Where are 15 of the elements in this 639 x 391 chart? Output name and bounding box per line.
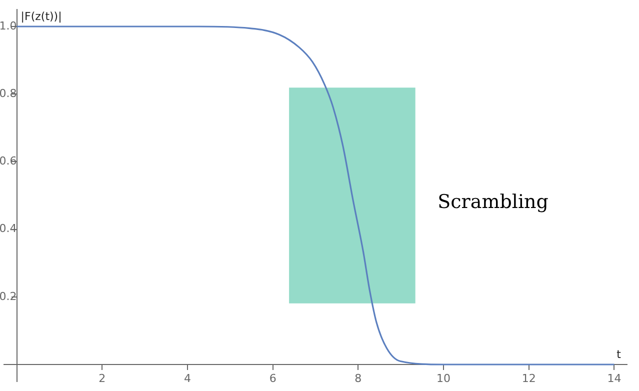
y-tick-label: 0.8 <box>0 86 17 100</box>
x-tick-label: 4 <box>184 372 191 385</box>
y-tick-label: 1.0 <box>0 19 17 32</box>
y-tick-label: 0.6 <box>0 154 17 168</box>
x-tick-label: 2 <box>98 372 106 385</box>
x-tick-label: 12 <box>522 372 536 385</box>
x-tick-label: 6 <box>269 372 276 385</box>
line-series <box>16 26 615 366</box>
x-tick-label: 10 <box>436 372 451 385</box>
x-axis-title: t <box>616 348 622 361</box>
y-axis-title: |F(z(t))| <box>20 10 62 23</box>
x-tick-label: 14 <box>607 372 622 385</box>
x-tick-label: 8 <box>354 372 362 385</box>
y-tick-label: 0.2 <box>0 290 17 303</box>
annotation: Scrambling <box>438 190 548 213</box>
